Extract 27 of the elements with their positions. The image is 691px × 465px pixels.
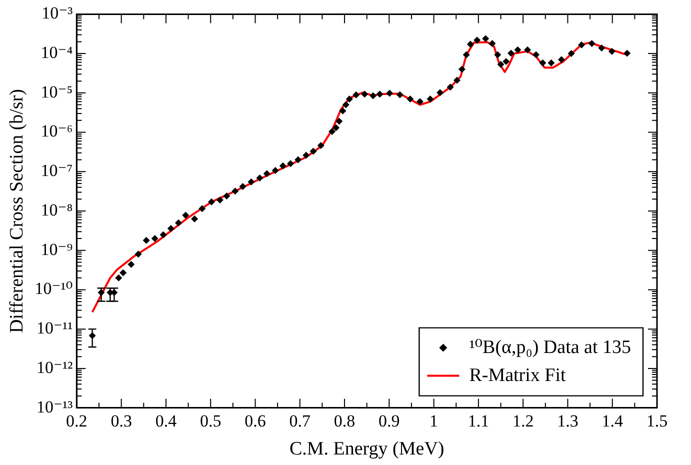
- y-tick-label: 10⁻⁷: [40, 161, 73, 180]
- y-tick-label: 10⁻¹⁰: [34, 279, 73, 298]
- x-tick-label: 0.9: [378, 411, 400, 430]
- y-tick-label: 10⁻⁶: [40, 122, 73, 141]
- x-tick-label: 1.1: [468, 411, 490, 430]
- x-tick-label: 1.5: [646, 411, 668, 430]
- x-tick-label: 0.8: [334, 411, 356, 430]
- x-tick-label: 1.3: [557, 411, 578, 430]
- y-axis-title: Differential Cross Section (b/sr): [6, 89, 28, 333]
- y-tick-label: 10⁻⁵: [40, 82, 73, 102]
- x-tick-label: 1: [430, 411, 438, 430]
- x-axis-title: C.M. Energy (MeV): [289, 438, 444, 460]
- y-tick-label: 10⁻⁹: [40, 240, 73, 259]
- y-tick-label: 10⁻¹²: [36, 358, 73, 377]
- x-tick-label: 0.6: [244, 411, 266, 430]
- y-tick-label: 10⁻³: [42, 4, 73, 23]
- legend-label: R-Matrix Fit: [469, 364, 567, 386]
- y-tick-label: 10⁻⁴: [40, 43, 73, 62]
- x-tick-label: 1.4: [602, 411, 624, 430]
- x-tick-label: 0.7: [289, 411, 312, 430]
- x-tick-label: 0.4: [155, 411, 178, 430]
- y-tick-label: 10⁻⁸: [40, 200, 73, 220]
- legend-label: ¹⁰B(α,p₀) Data at 135: [469, 336, 631, 358]
- x-tick-label: 0.5: [200, 411, 222, 430]
- x-tick-label: 0.3: [110, 411, 132, 430]
- x-tick-label: 1.2: [512, 411, 534, 430]
- y-tick-label: 10⁻¹¹: [36, 318, 73, 338]
